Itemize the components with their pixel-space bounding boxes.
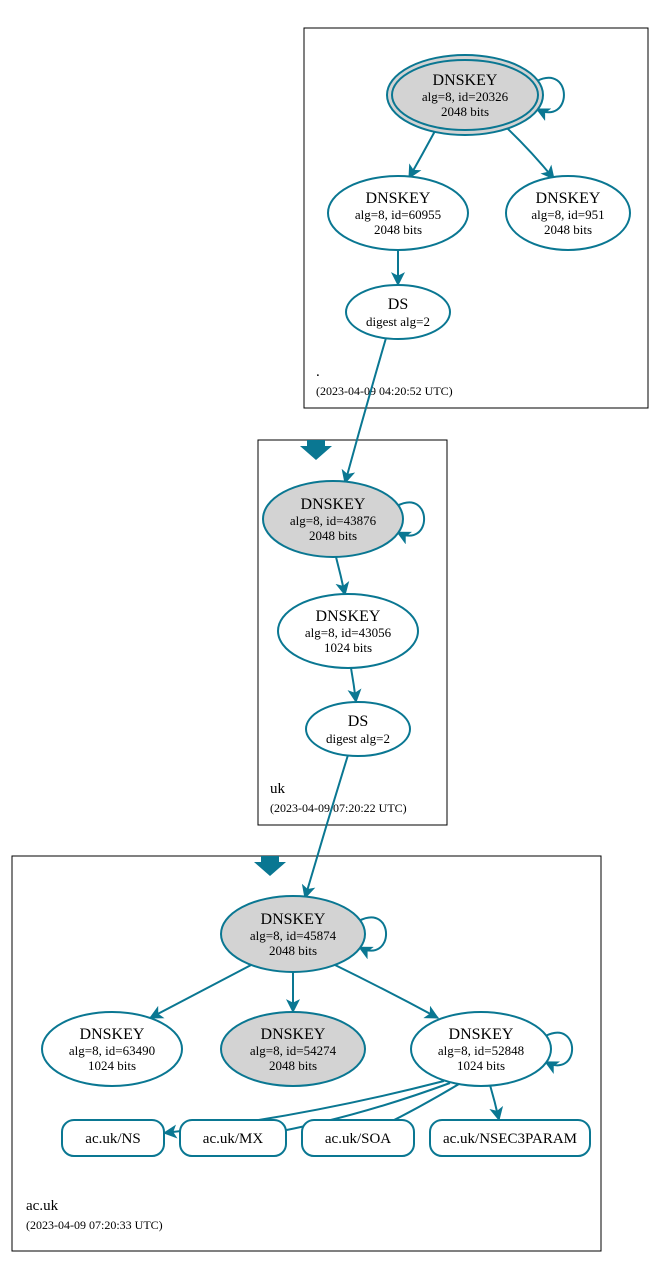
zone-time-uk: (2023-04-09 07:20:22 UTC) <box>270 801 407 815</box>
svg-text:2048 bits: 2048 bits <box>309 528 357 543</box>
svg-text:1024 bits: 1024 bits <box>88 1058 136 1073</box>
node-acuk-k2: DNSKEYalg=8, id=542742048 bits <box>221 1012 365 1086</box>
svg-text:2048 bits: 2048 bits <box>374 222 422 237</box>
edge <box>490 1085 499 1120</box>
node-uk-ds: DSdigest alg=2 <box>306 702 410 756</box>
rrset-ac-uk-MX: ac.uk/MX <box>180 1120 286 1156</box>
svg-text:1024 bits: 1024 bits <box>324 640 372 655</box>
edge <box>336 557 345 595</box>
svg-text:2048 bits: 2048 bits <box>441 104 489 119</box>
node-root-ksk: DNSKEYalg=8, id=203262048 bits <box>387 55 543 135</box>
svg-text:DS: DS <box>348 713 368 730</box>
delegation-arrow <box>254 856 286 876</box>
svg-text:DNSKEY: DNSKEY <box>316 608 381 625</box>
node-root-zsk2: DNSKEYalg=8, id=9512048 bits <box>506 176 630 250</box>
svg-text:ac.uk/MX: ac.uk/MX <box>203 1131 264 1147</box>
zone-label-uk: uk <box>270 781 286 797</box>
edge <box>333 964 438 1018</box>
node-acuk-k3: DNSKEYalg=8, id=528481024 bits <box>411 1012 551 1086</box>
node-acuk-k1: DNSKEYalg=8, id=634901024 bits <box>42 1012 182 1086</box>
svg-text:alg=8, id=52848: alg=8, id=52848 <box>438 1043 524 1058</box>
svg-text:alg=8, id=20326: alg=8, id=20326 <box>422 89 509 104</box>
svg-text:ac.uk/NS: ac.uk/NS <box>85 1131 140 1147</box>
svg-text:alg=8, id=45874: alg=8, id=45874 <box>250 928 337 943</box>
svg-text:ac.uk/NSEC3PARAM: ac.uk/NSEC3PARAM <box>443 1131 577 1147</box>
node-root-zsk1: DNSKEYalg=8, id=609552048 bits <box>328 176 468 250</box>
edge <box>345 338 386 483</box>
svg-text:alg=8, id=43876: alg=8, id=43876 <box>290 513 377 528</box>
svg-text:1024 bits: 1024 bits <box>457 1058 505 1073</box>
delegation-arrow <box>300 440 332 460</box>
zone-time-acuk: (2023-04-09 07:20:33 UTC) <box>26 1218 163 1232</box>
node-uk-zsk: DNSKEYalg=8, id=430561024 bits <box>278 594 418 668</box>
svg-text:alg=8, id=43056: alg=8, id=43056 <box>305 625 392 640</box>
svg-text:DNSKEY: DNSKEY <box>301 496 366 513</box>
svg-text:DNSKEY: DNSKEY <box>366 190 431 207</box>
svg-text:2048 bits: 2048 bits <box>544 222 592 237</box>
svg-text:alg=8, id=54274: alg=8, id=54274 <box>250 1043 337 1058</box>
svg-text:DS: DS <box>388 296 408 313</box>
svg-text:DNSKEY: DNSKEY <box>261 1026 326 1043</box>
edge <box>351 668 356 702</box>
svg-text:ac.uk/SOA: ac.uk/SOA <box>325 1131 391 1147</box>
zone-time-root: (2023-04-09 04:20:52 UTC) <box>316 384 453 398</box>
svg-text:digest alg=2: digest alg=2 <box>326 731 390 746</box>
edge <box>150 964 253 1018</box>
zone-label-root: . <box>316 364 320 380</box>
rrset-ac-uk-SOA: ac.uk/SOA <box>302 1120 414 1156</box>
edge <box>409 131 435 178</box>
svg-text:digest alg=2: digest alg=2 <box>366 314 430 329</box>
node-uk-ksk: DNSKEYalg=8, id=438762048 bits <box>263 481 403 557</box>
svg-text:alg=8, id=63490: alg=8, id=63490 <box>69 1043 155 1058</box>
edge <box>507 128 554 179</box>
svg-text:DNSKEY: DNSKEY <box>449 1026 514 1043</box>
svg-text:alg=8, id=60955: alg=8, id=60955 <box>355 207 441 222</box>
zone-label-acuk: ac.uk <box>26 1198 59 1214</box>
svg-text:DNSKEY: DNSKEY <box>536 190 601 207</box>
svg-text:DNSKEY: DNSKEY <box>261 911 326 928</box>
svg-text:DNSKEY: DNSKEY <box>80 1026 145 1043</box>
svg-text:alg=8, id=951: alg=8, id=951 <box>531 207 604 222</box>
rrset-ac-uk-NS: ac.uk/NS <box>62 1120 164 1156</box>
svg-text:DNSKEY: DNSKEY <box>433 72 498 89</box>
rrset-ac-uk-NSEC3PARAM: ac.uk/NSEC3PARAM <box>430 1120 590 1156</box>
node-acuk-ksk: DNSKEYalg=8, id=458742048 bits <box>221 896 365 972</box>
node-root-ds: DSdigest alg=2 <box>346 285 450 339</box>
edge <box>305 755 348 898</box>
svg-text:2048 bits: 2048 bits <box>269 1058 317 1073</box>
svg-text:2048 bits: 2048 bits <box>269 943 317 958</box>
